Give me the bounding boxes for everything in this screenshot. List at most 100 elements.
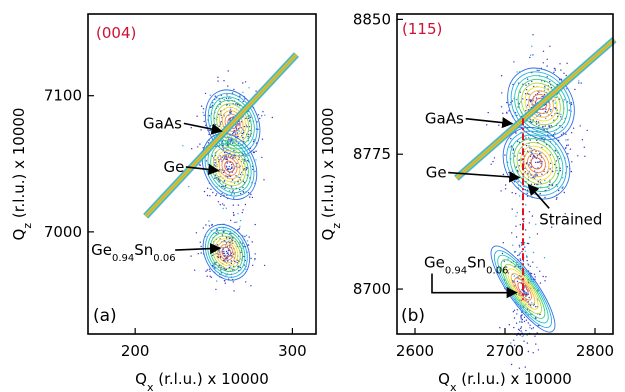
intensity-dot [225,268,227,271]
intensity-dot [525,204,527,206]
intensity-dot [211,155,214,157]
intensity-dot [230,111,232,113]
intensity-dot [223,151,226,154]
intensity-dot [566,62,568,64]
intensity-dot [558,158,561,160]
intensity-dot [203,190,206,193]
intensity-dot [551,184,554,186]
intensity-dot [532,352,534,354]
intensity-dot [518,329,521,331]
intensity-dot [519,224,521,226]
intensity-dot [243,158,245,161]
intensity-dot [565,133,567,135]
intensity-dot [531,80,533,83]
streak-line [455,39,615,179]
intensity-dot [518,254,520,256]
intensity-dot [502,242,505,244]
intensity-dot [562,186,564,188]
intensity-dot [217,256,219,259]
annotation-arrow [183,122,223,135]
intensity-dot [214,95,216,97]
intensity-dot [238,123,240,125]
intensity-dot [239,192,242,195]
intensity-dot [535,120,538,123]
intensity-dot [553,119,555,121]
intensity-dot [547,134,549,136]
intensity-dot [523,320,526,323]
intensity-dot [553,99,555,102]
intensity-dot [232,237,234,239]
intensity-dot [200,252,202,254]
intensity-dot [555,107,557,110]
panel-a-label: (a) [93,306,117,326]
annotation-arrow [527,183,550,209]
intensity-dot [512,244,514,246]
intensity-dot [219,155,221,157]
intensity-dot [579,125,581,127]
intensity-dot [538,125,540,127]
intensity-dot [535,306,537,308]
peak-annotation: Ge0.94Sn0.06 [91,241,175,264]
intensity-dot [536,233,539,235]
y-tick-label: 8700 [353,280,391,298]
intensity-dot [232,190,234,192]
intensity-dot [525,163,528,165]
peak-contours [202,223,251,281]
intensity-dot [539,181,542,183]
intensity-dot [516,178,518,181]
intensity-dot [565,139,567,141]
intensity-dot [215,194,217,197]
intensity-dot [529,120,532,123]
intensity-dot [262,111,264,113]
intensity-dot [182,145,184,147]
intensity-dot [512,311,515,313]
intensity-dot [510,363,513,366]
intensity-dot [530,166,532,168]
peak-annotation: Ge0.94Sn0.06 [424,253,508,276]
intensity-dot [570,102,573,104]
intensity-dot [191,148,193,150]
intensity-dot [517,254,519,257]
intensity-dot [513,326,515,329]
contour-line [209,232,243,272]
intensity-dot [561,126,563,129]
intensity-dot [233,214,235,217]
intensity-dot [242,191,244,193]
intensity-dot [526,192,528,194]
intensity-dot [514,155,516,157]
intensity-dot [543,140,545,142]
intensity-dot [584,155,586,157]
intensity-dot [205,270,207,272]
intensity-dot [208,115,211,117]
intensity-dot [217,232,219,234]
intensity-dot [239,179,242,181]
intensity-dot [509,146,511,148]
peak-annotation: Ge [163,158,184,176]
intensity-dot [527,242,530,245]
panel-a-annotations: GaAs Ge Ge0.94Sn0.06 [91,114,223,264]
intensity-dot [518,244,520,246]
intensity-dot [529,162,531,164]
intensity-dot [525,319,528,321]
intensity-dot [238,124,240,126]
intensity-dot [228,264,230,266]
intensity-dot [554,132,556,134]
intensity-dot [517,106,519,108]
intensity-dot [226,257,228,259]
intensity-dot [223,155,225,157]
intensity-dot [532,121,534,123]
intensity-dot [533,85,535,88]
intensity-dot [536,139,538,141]
intensity-dot [228,97,230,100]
intensity-dot [559,125,561,127]
intensity-dot [542,62,544,64]
intensity-dot [553,71,555,74]
intensity-dot [236,132,239,134]
intensity-dot [548,126,551,128]
intensity-dot [237,176,239,178]
intensity-dot [531,45,533,47]
intensity-dot [520,316,522,318]
x-tick-label: 2700 [486,342,524,360]
panel-b-label: (b) [401,306,425,326]
intensity-dot [541,146,543,149]
